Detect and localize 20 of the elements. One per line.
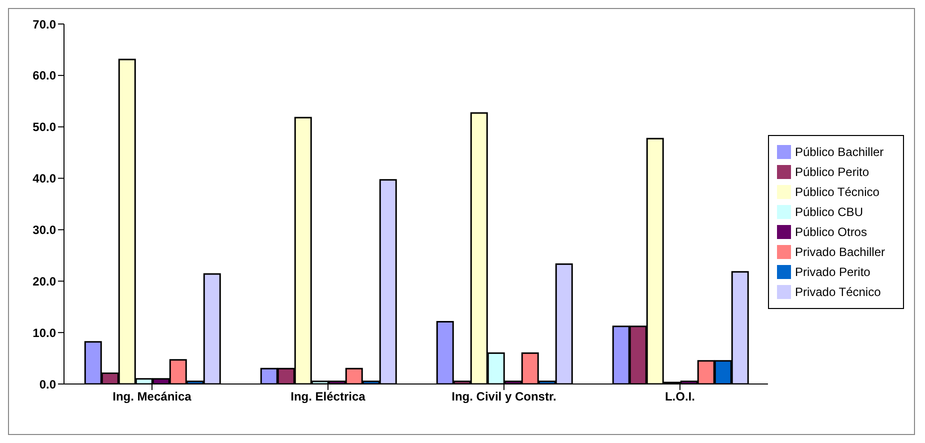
x-tick-label: Ing. Civil y Constr.	[452, 390, 556, 404]
x-tick-label: Ing. Eléctrica	[290, 390, 366, 404]
legend-label: Público Otros	[794, 224, 867, 238]
legend-label: Público Bachiller	[794, 144, 884, 158]
y-tick-label: 20.0	[32, 274, 56, 288]
legend-label: Privado Técnico	[794, 284, 881, 298]
legend-label: Privado Bachiller	[794, 244, 885, 258]
y-tick-label: 60.0	[32, 68, 56, 83]
legend-label: Público Perito	[794, 164, 869, 178]
y-tick-label: 30.0	[32, 222, 56, 237]
y-tick-label: 70.0	[32, 17, 56, 32]
legend-label: Público CBU	[794, 204, 863, 218]
x-tick-label: L.O.I.	[664, 390, 695, 404]
legend-label: Público Técnico	[794, 184, 880, 198]
y-tick-label: 0.0	[39, 377, 56, 392]
y-tick-label: 50.0	[32, 120, 56, 134]
legend-label: Privado Perito	[794, 264, 870, 278]
y-tick-label: 40.0	[32, 172, 56, 186]
y-tick-label: 10.0	[32, 326, 56, 340]
x-tick-label: Ing. Mecánica	[112, 390, 192, 404]
